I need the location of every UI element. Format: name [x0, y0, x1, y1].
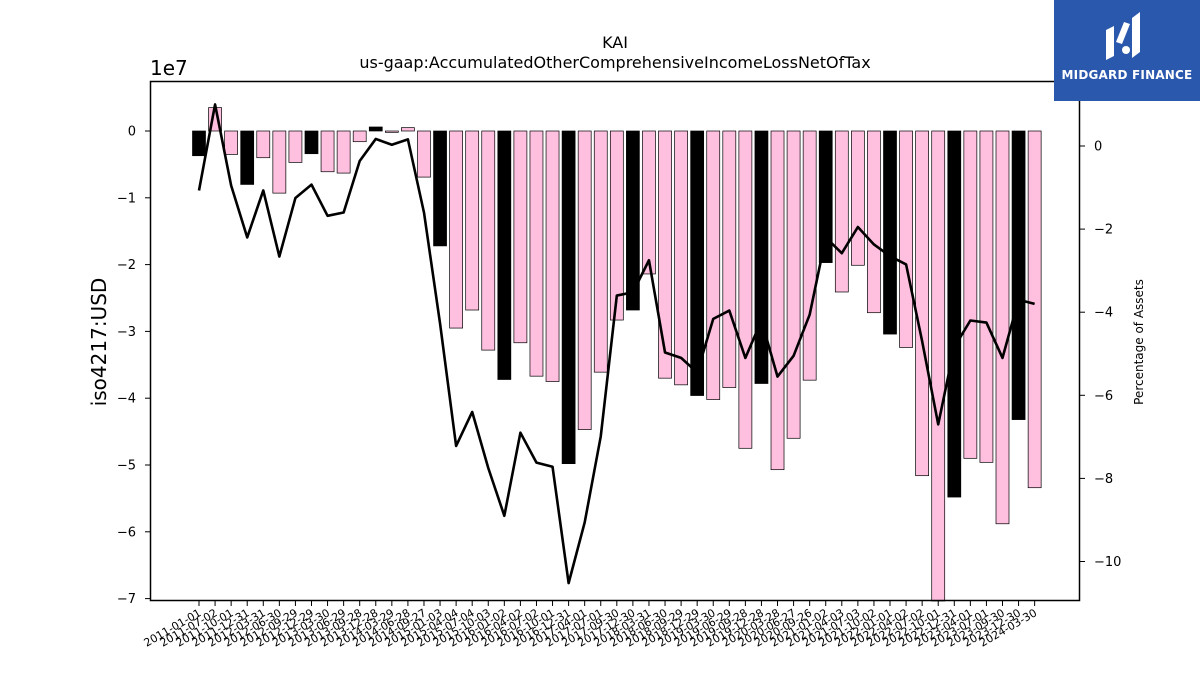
bar-2017-09-30 — [626, 130, 640, 311]
bar-2022-01-01 — [899, 130, 913, 348]
y2-tick-label: −10 — [1094, 555, 1121, 570]
bar-2015-10-03 — [497, 130, 512, 380]
bar-2012-06-30 — [288, 130, 303, 163]
bar-2020-06-27 — [802, 130, 817, 381]
bar-2022-04-02 — [915, 130, 930, 477]
bar-2013-06-29 — [352, 130, 367, 143]
bar-2023-09-30 — [1011, 130, 1026, 420]
bar-2023-07-01 — [995, 130, 1010, 525]
bar-2023-12-30 — [1027, 130, 1042, 489]
y2-axis-label: Percentage of Assets — [1132, 279, 1146, 405]
brand-name: MIDGARD FINANCE — [1061, 68, 1193, 82]
y2-axis-ticks: 0 −2 −4 −6 −8 −10 — [1080, 140, 1121, 570]
y-tick-label: −3 — [117, 325, 136, 340]
midgard-m-logo-icon — [1106, 12, 1140, 60]
plot-frame — [149, 80, 1081, 602]
bar-2019-06-29 — [738, 130, 753, 449]
line-series — [197, 103, 1035, 585]
bar-2018-03-31 — [658, 130, 672, 379]
bar-2021-01-02 — [834, 130, 849, 293]
y-axis-label: iso4217:USD — [87, 278, 111, 407]
bar-2013-12-28 — [384, 130, 399, 133]
chart-title: KAI — [602, 33, 628, 52]
y2-tick-label: −4 — [1094, 306, 1113, 321]
bar-2022-12-31 — [963, 130, 978, 459]
bar-2022-10-01 — [947, 130, 962, 498]
bar-2016-04-02 — [529, 130, 544, 377]
y2-tick-label: −6 — [1094, 389, 1113, 404]
chart-subtitle: us-gaap:AccumulatedOtherComprehensiveInc… — [359, 53, 870, 72]
bar-2023-04-01 — [979, 130, 994, 463]
bar-2021-10-02 — [883, 130, 897, 335]
y-tick-label: −6 — [117, 525, 136, 540]
bar-2019-03-30 — [722, 130, 737, 388]
bar-2016-10-01 — [561, 130, 576, 465]
bar-series — [192, 107, 1042, 602]
bar-2014-09-27 — [433, 130, 447, 247]
bar-2013-09-28 — [368, 126, 383, 132]
bar-2021-04-03 — [851, 130, 865, 266]
bar-2015-01-03 — [449, 130, 463, 329]
bar-2015-07-04 — [481, 130, 496, 351]
y-tick-label: −5 — [117, 459, 136, 474]
y-multiplier-label: 1e7 — [150, 56, 188, 80]
y-tick-label: −4 — [117, 392, 136, 407]
bar-2012-03-31 — [272, 130, 287, 194]
y2-tick-label: 0 — [1094, 140, 1102, 155]
bar-2014-03-29 — [401, 127, 415, 132]
bar-2015-04-04 — [465, 130, 480, 311]
bar-2013-03-30 — [336, 130, 351, 174]
bar-2018-06-30 — [674, 130, 688, 386]
bar-2011-01-01 — [192, 130, 206, 157]
bar-2011-10-01 — [240, 130, 255, 185]
bar-2018-09-29 — [690, 130, 705, 396]
bar-2021-07-03 — [867, 130, 881, 314]
brand-logo: MIDGARD FINANCE — [1054, 0, 1200, 101]
y-tick-label: −2 — [117, 258, 136, 273]
bar-2012-12-29 — [320, 130, 335, 173]
bar-2017-07-01 — [609, 130, 624, 321]
bar-2012-09-29 — [304, 130, 319, 155]
y2-tick-label: −8 — [1094, 472, 1113, 487]
bar-2019-09-28 — [754, 130, 769, 384]
bar-2017-04-01 — [593, 130, 608, 373]
bar-2020-03-28 — [786, 130, 801, 439]
bar-2020-09-26 — [818, 130, 833, 263]
x-axis-ticks: 2011-01-012011-07-022011-10-012011-12-31… — [142, 601, 1039, 650]
bar-2019-12-28 — [770, 130, 785, 471]
y-tick-label: −1 — [117, 191, 136, 206]
percentage-of-assets-line — [197, 103, 1035, 585]
bar-2011-07-02 — [224, 130, 238, 155]
bar-2018-12-29 — [706, 130, 721, 400]
bar-2016-01-02 — [513, 130, 528, 344]
y2-tick-label: −2 — [1094, 223, 1113, 238]
bar-2016-12-31 — [577, 130, 592, 430]
y-tick-label: −7 — [117, 592, 136, 607]
bar-2016-07-02 — [545, 130, 560, 382]
bar-2011-12-31 — [256, 130, 271, 159]
bar-2017-12-30 — [642, 130, 656, 275]
y-axis-ticks: 0 −1 −2 −3 −4 −5 −6 −7 — [117, 125, 150, 607]
bar-2014-06-28 — [417, 130, 431, 178]
y-tick-label: 0 — [128, 125, 136, 140]
bar-2022-07-02 — [931, 130, 946, 602]
